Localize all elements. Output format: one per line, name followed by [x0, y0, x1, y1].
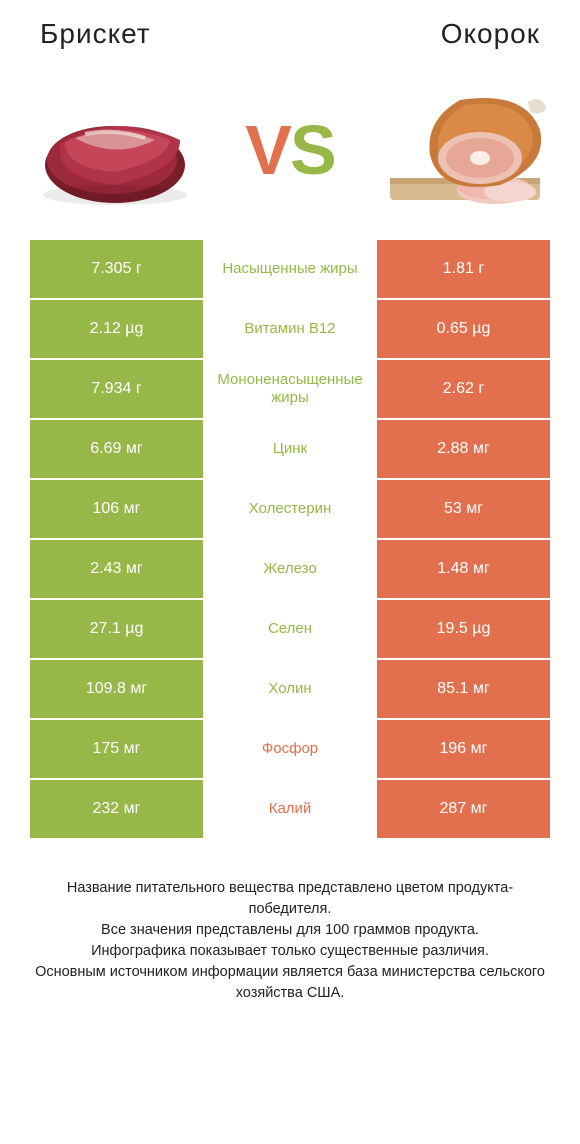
cell-nutrient-label: Фосфор [203, 720, 377, 778]
vs-s: S [290, 111, 335, 189]
vs-label: VS [245, 115, 334, 185]
cell-left-value: 109.8 мг [30, 660, 203, 718]
table-row: 27.1 µgСелен19.5 µg [30, 600, 550, 658]
cell-right-value: 85.1 мг [377, 660, 550, 718]
cell-left-value: 106 мг [30, 480, 203, 538]
cell-left-value: 232 мг [30, 780, 203, 838]
cell-nutrient-label: Селен [203, 600, 377, 658]
table-row: 7.305 гНасыщенные жиры1.81 г [30, 240, 550, 298]
cell-nutrient-label: Насыщенные жиры [203, 240, 377, 298]
ham-icon [380, 90, 550, 210]
cell-nutrient-label: Холин [203, 660, 377, 718]
cell-left-value: 6.69 мг [30, 420, 203, 478]
footer-line: Все значения представлены для 100 граммо… [30, 920, 550, 941]
vs-v: V [245, 111, 290, 189]
cell-right-value: 53 мг [377, 480, 550, 538]
title-right: Окорок [441, 18, 540, 50]
cell-right-value: 2.62 г [377, 360, 550, 418]
table-row: 175 мгФосфор196 мг [30, 720, 550, 778]
cell-right-value: 287 мг [377, 780, 550, 838]
cell-right-value: 0.65 µg [377, 300, 550, 358]
cell-right-value: 19.5 µg [377, 600, 550, 658]
cell-nutrient-label: Мононенасыщенные жиры [203, 360, 377, 418]
cell-left-value: 2.43 мг [30, 540, 203, 598]
ham-image [380, 90, 550, 210]
table-row: 2.43 мгЖелезо1.48 мг [30, 540, 550, 598]
footer-notes: Название питательного вещества представл… [30, 878, 550, 1004]
cell-nutrient-label: Железо [203, 540, 377, 598]
footer-line: Инфографика показывает только существенн… [30, 941, 550, 962]
footer-line: Название питательного вещества представл… [30, 878, 550, 920]
cell-left-value: 7.305 г [30, 240, 203, 298]
cell-nutrient-label: Витамин B12 [203, 300, 377, 358]
cell-left-value: 7.934 г [30, 360, 203, 418]
cell-nutrient-label: Цинк [203, 420, 377, 478]
cell-left-value: 175 мг [30, 720, 203, 778]
table-row: 109.8 мгХолин85.1 мг [30, 660, 550, 718]
cell-right-value: 2.88 мг [377, 420, 550, 478]
title-left: Брискет [40, 18, 151, 50]
table-row: 232 мгКалий287 мг [30, 780, 550, 838]
cell-nutrient-label: Калий [203, 780, 377, 838]
table-row: 7.934 гМононенасыщенные жиры2.62 г [30, 360, 550, 418]
cell-nutrient-label: Холестерин [203, 480, 377, 538]
table-row: 106 мгХолестерин53 мг [30, 480, 550, 538]
cell-right-value: 1.81 г [377, 240, 550, 298]
cell-right-value: 1.48 мг [377, 540, 550, 598]
hero: VS [0, 60, 580, 240]
table-row: 6.69 мгЦинк2.88 мг [30, 420, 550, 478]
comparison-table: 7.305 гНасыщенные жиры1.81 г2.12 µgВитам… [30, 240, 550, 838]
footer-line: Основным источником информации является … [30, 962, 550, 1004]
cell-left-value: 27.1 µg [30, 600, 203, 658]
cell-left-value: 2.12 µg [30, 300, 203, 358]
cell-right-value: 196 мг [377, 720, 550, 778]
header: Брискет Окорок [0, 0, 580, 60]
table-row: 2.12 µgВитамин B120.65 µg [30, 300, 550, 358]
brisket-image [30, 90, 200, 210]
brisket-icon [30, 90, 200, 210]
